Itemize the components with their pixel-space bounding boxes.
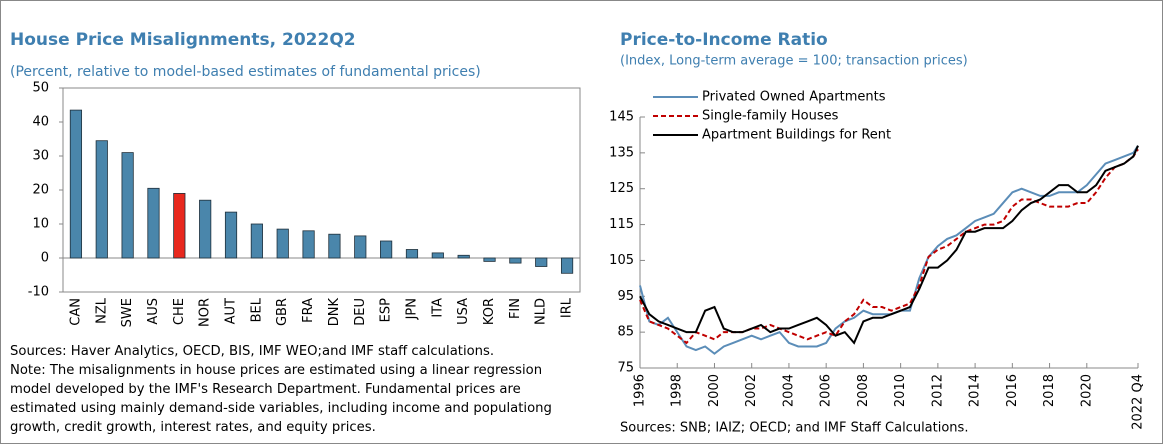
x-tick-label: 2012: [930, 374, 945, 407]
y-tick-label: 85: [617, 325, 634, 340]
x-tick-label: ESP: [379, 298, 394, 322]
y-tick-label: 0: [41, 251, 49, 266]
legend-label: Privated Owned Apartments: [702, 90, 886, 105]
bar: [328, 233, 341, 259]
y-tick-label: 115: [609, 217, 634, 232]
chart-title: House Price Misalignments, 2022Q2: [10, 30, 356, 50]
x-tick-label: CAN: [68, 298, 83, 326]
x-tick-label: KOR: [482, 298, 497, 325]
x-tick-label: 2014: [968, 374, 983, 407]
bar: [224, 211, 238, 259]
bar: [405, 249, 419, 259]
bar: [199, 199, 212, 259]
bar: [69, 109, 83, 259]
bar: [147, 187, 160, 259]
y-tick-label: 50: [32, 81, 49, 96]
series-line: [639, 145, 1139, 345]
series-line: [639, 148, 1139, 345]
sources: Sources: Haver Analytics, OECD, BIS, IMF…: [10, 344, 495, 359]
x-tick-label: CHE: [172, 298, 187, 325]
x-tick-label: USA: [456, 298, 471, 325]
x-tick-label: 2006: [819, 374, 834, 407]
y-tick-label: 95: [617, 289, 634, 304]
x-tick-label: FIN: [508, 298, 523, 319]
x-tick-label: GBR: [275, 298, 290, 326]
y-tick-label: 75: [617, 361, 634, 376]
x-tick-label: 1996: [633, 374, 648, 407]
bar: [95, 140, 108, 259]
x-tick-label: SWE: [120, 298, 135, 327]
legend-label: Single-family Houses: [702, 109, 839, 124]
x-tick-label: 2020: [1079, 374, 1094, 407]
y-tick-label: 10: [32, 217, 49, 232]
bar: [121, 152, 134, 259]
x-tick-label: 2022 Q4: [1131, 374, 1146, 430]
x-tick-label: JPN: [404, 298, 419, 320]
bar: [560, 257, 574, 274]
bar: [354, 235, 367, 259]
x-tick-label: 2000: [707, 374, 722, 407]
y-tick-label: 40: [32, 115, 49, 130]
x-tick-label: IRL: [560, 297, 575, 318]
chart-title: Price-to-Income Ratio: [620, 30, 828, 50]
bar: [431, 252, 444, 259]
x-tick-label: 2018: [1042, 374, 1057, 407]
bar: [457, 254, 470, 259]
x-tick-label: AUS: [146, 298, 161, 325]
x-tick-label: DNK: [327, 298, 342, 327]
x-tick-label: 2016: [1005, 374, 1020, 407]
x-tick-label: 2010: [893, 374, 908, 407]
x-tick-label: DEU: [353, 298, 368, 326]
y-tick-label: 105: [609, 253, 634, 268]
note: Note: The misalignments in house prices …: [10, 363, 552, 435]
bar: [302, 230, 315, 259]
y-tick-label: 20: [32, 183, 49, 198]
plot-frame: [62, 87, 581, 293]
bar: [535, 257, 548, 267]
bar: [380, 240, 393, 259]
y-tick-label: 135: [609, 145, 634, 160]
x-tick-label: NOR: [198, 298, 213, 327]
x-tick-label: 1998: [670, 374, 685, 407]
series-line: [639, 145, 1139, 355]
legend-label: Apartment Buildings for Rent: [702, 128, 891, 143]
y-tick-label: 30: [32, 149, 49, 164]
y-tick-label: 145: [609, 110, 634, 125]
y-tick-label: 125: [609, 181, 634, 196]
bar: [173, 192, 186, 259]
chart-subtitle: (Percent, relative to model-based estima…: [10, 64, 481, 80]
x-tick-label: BEL: [249, 297, 264, 322]
x-tick-label: NZL: [94, 297, 109, 324]
x-tick-label: 2004: [781, 374, 796, 407]
sources: Sources: SNB; IAIZ; OECD; and IMF Staff …: [620, 421, 968, 436]
x-tick-label: ITA: [430, 298, 445, 318]
x-tick-label: AUT: [224, 298, 239, 324]
x-tick-label: 2002: [744, 374, 759, 407]
bar: [276, 228, 289, 259]
bar: [250, 223, 263, 259]
x-tick-label: NLD: [534, 298, 549, 325]
y-tick-label: -10: [28, 285, 49, 300]
bar: [483, 257, 496, 262]
bar: [509, 257, 522, 264]
chart-subtitle: (Index, Long-term average = 100; transac…: [620, 54, 968, 69]
x-tick-label: FRA: [301, 298, 316, 323]
x-tick-label: 2008: [856, 374, 871, 407]
